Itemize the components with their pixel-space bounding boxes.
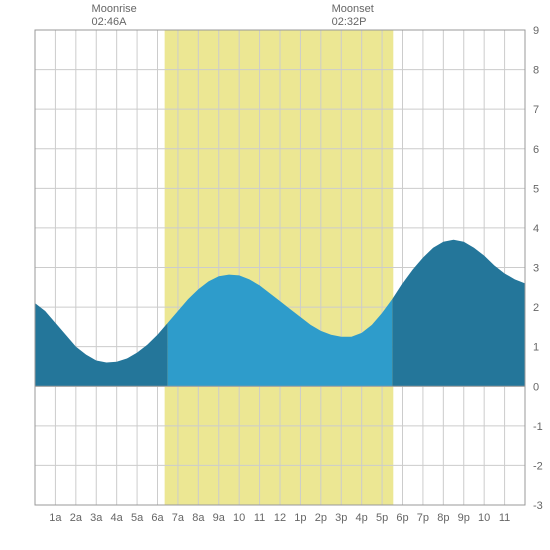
- x-tick-label: 12: [274, 512, 286, 524]
- x-tick-label: 7p: [417, 512, 429, 524]
- y-tick-label: 9: [533, 25, 539, 37]
- x-tick-label: 4p: [356, 512, 368, 524]
- moon-event-time: 02:32P: [332, 16, 367, 28]
- x-tick-label: 10: [233, 512, 245, 524]
- moon-event-label: Moonrise: [92, 3, 137, 15]
- x-tick-label: 2a: [70, 512, 83, 524]
- x-tick-label: 5p: [376, 512, 388, 524]
- y-tick-label: 7: [533, 104, 539, 116]
- x-tick-label: 7a: [172, 512, 185, 524]
- x-tick-label: 8a: [192, 512, 205, 524]
- tide-chart: 1a2a3a4a5a6a7a8a9a1011121p2p3p4p5p6p7p8p…: [0, 0, 550, 550]
- y-tick-label: 5: [533, 183, 539, 195]
- x-tick-label: 11: [254, 512, 265, 524]
- y-tick-label: -1: [533, 421, 543, 433]
- y-tick-label: 3: [533, 263, 539, 275]
- x-tick-label: 9p: [458, 512, 470, 524]
- x-tick-label: 6p: [396, 512, 408, 524]
- x-tick-label: 9a: [213, 512, 226, 524]
- y-tick-label: -3: [533, 500, 543, 512]
- x-tick-label: 6a: [151, 512, 164, 524]
- y-tick-label: 8: [533, 65, 539, 77]
- y-tick-label: -2: [533, 460, 543, 472]
- x-tick-label: 3p: [335, 512, 347, 524]
- x-tick-label: 3a: [90, 512, 103, 524]
- x-tick-label: 1a: [49, 512, 62, 524]
- x-tick-label: 10: [478, 512, 490, 524]
- y-tick-label: 1: [533, 342, 539, 354]
- moon-event-label: Moonset: [332, 3, 374, 15]
- y-tick-label: 0: [533, 381, 539, 393]
- x-tick-label: 8p: [437, 512, 449, 524]
- y-tick-label: 2: [533, 302, 539, 314]
- x-tick-label: 11: [499, 512, 510, 524]
- x-tick-label: 4a: [111, 512, 124, 524]
- y-tick-label: 6: [533, 144, 539, 156]
- y-tick-label: 4: [533, 223, 539, 235]
- x-tick-label: 1p: [294, 512, 306, 524]
- x-tick-label: 2p: [315, 512, 327, 524]
- x-tick-label: 5a: [131, 512, 144, 524]
- moon-event-time: 02:46A: [92, 16, 128, 28]
